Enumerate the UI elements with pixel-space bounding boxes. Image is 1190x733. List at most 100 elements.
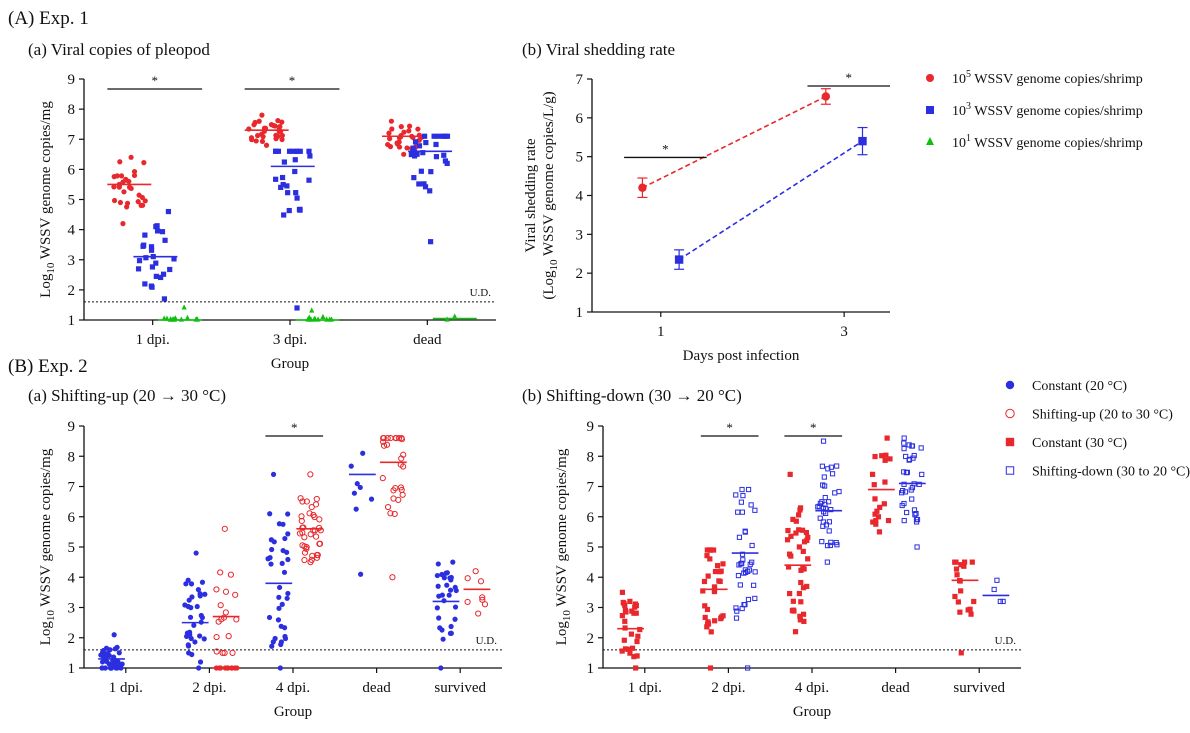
data-point <box>128 154 134 160</box>
data-point <box>785 527 791 534</box>
data-point <box>202 591 208 597</box>
data-point <box>712 618 718 624</box>
y-tick-label: 5 <box>68 540 76 556</box>
data-point <box>289 148 296 154</box>
y-tick-label: 9 <box>68 72 76 88</box>
data-point <box>107 647 113 653</box>
y-tick-label: 8 <box>68 102 76 118</box>
data-point <box>751 582 757 588</box>
data-point <box>628 631 635 637</box>
legend-exp1: 105 WSSV genome copies/shrimp 103 WSSV ge… <box>926 69 1143 151</box>
data-point <box>267 511 273 517</box>
series-line <box>642 95 827 189</box>
data-point <box>828 507 834 513</box>
data-point <box>674 255 684 264</box>
data-point <box>957 609 963 615</box>
data-point <box>441 152 447 158</box>
data-point <box>292 168 298 175</box>
y-tick-label: 3 <box>576 227 584 243</box>
data-point <box>952 593 958 600</box>
data-point <box>901 517 907 524</box>
data-point <box>796 544 802 550</box>
data-point <box>222 609 229 616</box>
ud-label: U.D. <box>995 635 1017 647</box>
y-tick-label: 5 <box>587 540 595 556</box>
legend-marker <box>1005 408 1015 419</box>
data-point <box>708 629 714 635</box>
data-point <box>184 633 190 640</box>
data-point <box>438 665 444 671</box>
y-tick-label: 4 <box>68 570 76 586</box>
data-point <box>737 582 743 588</box>
data-point <box>256 118 262 124</box>
data-point <box>747 561 753 567</box>
data-point <box>632 601 639 607</box>
data-point <box>308 556 315 564</box>
data-point <box>804 583 810 590</box>
data-point <box>739 509 745 515</box>
data-point <box>801 618 807 625</box>
data-point <box>197 591 203 597</box>
y-tick-label: 2 <box>68 283 76 299</box>
data-point <box>700 588 706 594</box>
data-point <box>427 188 433 194</box>
y-tick-label: 1 <box>68 661 76 677</box>
y-tick-label: 2 <box>68 631 76 647</box>
data-point <box>389 126 395 132</box>
x-axis-label: Group <box>793 704 831 720</box>
data-point <box>901 446 907 452</box>
data-point <box>903 453 909 460</box>
data-point <box>955 599 961 605</box>
data-point <box>953 566 960 572</box>
data-point <box>799 527 806 533</box>
data-point <box>161 296 168 302</box>
data-point <box>631 654 637 660</box>
data-point <box>165 208 172 215</box>
legend-marker <box>926 74 934 82</box>
data-point <box>427 239 434 245</box>
data-point <box>213 648 220 655</box>
data-point <box>263 142 270 148</box>
data-point <box>958 562 964 568</box>
data-point <box>201 636 207 642</box>
data-point <box>188 581 195 587</box>
data-point <box>627 598 633 604</box>
y-axis-label-line2: (Log10 WSSV genome copies/L/g) <box>541 91 560 299</box>
data-point <box>249 137 255 143</box>
data-point <box>276 126 282 132</box>
data-point <box>991 586 997 593</box>
data-point <box>281 569 288 575</box>
data-point <box>354 481 360 487</box>
data-point <box>634 638 640 645</box>
legend-label: 101 WSSV genome copies/shrimp <box>952 133 1143 151</box>
data-point <box>447 587 454 593</box>
legend-marker <box>926 106 934 114</box>
data-point <box>279 136 285 143</box>
data-point <box>448 577 454 583</box>
data-point <box>131 172 138 179</box>
data-point <box>452 604 459 610</box>
data-point <box>112 646 118 652</box>
legend-marker <box>1005 380 1015 390</box>
data-point <box>796 590 802 597</box>
data-point <box>879 453 885 459</box>
data-point <box>154 228 161 234</box>
data-point <box>299 524 306 531</box>
data-point <box>701 578 708 585</box>
data-point <box>159 229 166 235</box>
data-point <box>710 547 717 553</box>
data-point <box>99 659 106 665</box>
data-point <box>913 511 919 517</box>
data-point <box>914 544 920 550</box>
data-point <box>193 550 199 556</box>
data-point <box>828 539 834 545</box>
data-point <box>185 642 191 648</box>
data-point <box>452 313 458 319</box>
data-point <box>881 501 887 507</box>
data-point <box>276 594 282 600</box>
data-point <box>869 471 876 477</box>
data-point <box>368 496 375 502</box>
data-point <box>386 130 392 136</box>
data-point <box>387 144 394 150</box>
panel-a-a: (a) Viral copies of pleopod 1 2 3 4 5 6 7 8 9 1 dp… <box>28 40 496 372</box>
